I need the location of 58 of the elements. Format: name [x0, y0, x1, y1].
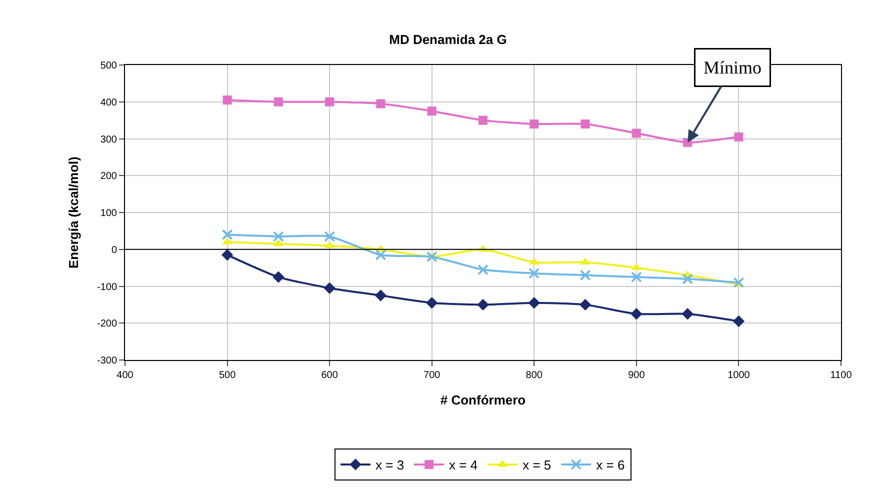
point — [222, 96, 232, 105]
point — [375, 249, 386, 260]
y-tick-label: -100 — [96, 282, 118, 293]
point — [324, 230, 336, 242]
point — [376, 99, 386, 108]
point — [580, 270, 591, 281]
y-tick-label: 500 — [100, 60, 118, 72]
x-tick-label: 700 — [424, 370, 441, 381]
y-tick-label: 0 — [111, 244, 118, 256]
legend-label: x = 6 — [596, 458, 625, 473]
y-tick-label: 300 — [100, 134, 118, 146]
point — [630, 308, 642, 320]
x-tick-label: 900 — [628, 370, 646, 381]
point — [272, 271, 284, 283]
x-tick-label: 600 — [321, 370, 338, 381]
point — [530, 120, 539, 128]
point — [426, 296, 438, 309]
point — [632, 128, 641, 138]
legend-label: x = 4 — [449, 458, 478, 473]
point — [221, 249, 234, 261]
point — [580, 120, 590, 128]
point — [426, 251, 438, 262]
point — [427, 106, 436, 116]
point — [732, 315, 745, 328]
y-tick-label: 200 — [100, 171, 118, 182]
legend-label: x = 5 — [522, 458, 552, 473]
chart-title: MD Denamida 2a G — [389, 32, 507, 47]
point — [374, 290, 387, 302]
point — [579, 298, 592, 311]
legend-label: x = 3 — [376, 458, 404, 473]
x-tick-label: 800 — [526, 370, 543, 381]
x-tick-label: 1000 — [728, 370, 750, 381]
point — [272, 230, 284, 242]
point — [682, 308, 694, 320]
point — [682, 273, 694, 284]
x-axis-title: # Confórmero — [440, 392, 526, 408]
y-tick-label: 400 — [100, 97, 118, 108]
point — [477, 298, 489, 311]
point — [274, 97, 283, 106]
point — [324, 282, 336, 294]
y-tick-label: -300 — [96, 356, 118, 366]
point — [580, 258, 590, 265]
point — [528, 268, 540, 279]
point — [478, 116, 488, 125]
point — [478, 264, 488, 276]
point — [733, 277, 744, 288]
y-axis-title: Energía (kcal/mol) — [66, 156, 81, 268]
y-tick-label: 100 — [100, 208, 118, 219]
x-tick-label: 1100 — [830, 370, 852, 381]
x-tick-label: 500 — [218, 370, 236, 381]
annotation: Mínimo — [704, 58, 762, 78]
x-tick-label: 400 — [116, 370, 134, 381]
point — [325, 97, 334, 106]
point — [630, 272, 642, 283]
point — [222, 229, 233, 240]
point — [528, 296, 540, 309]
point — [734, 132, 744, 142]
y-tick-label: -200 — [96, 318, 118, 330]
